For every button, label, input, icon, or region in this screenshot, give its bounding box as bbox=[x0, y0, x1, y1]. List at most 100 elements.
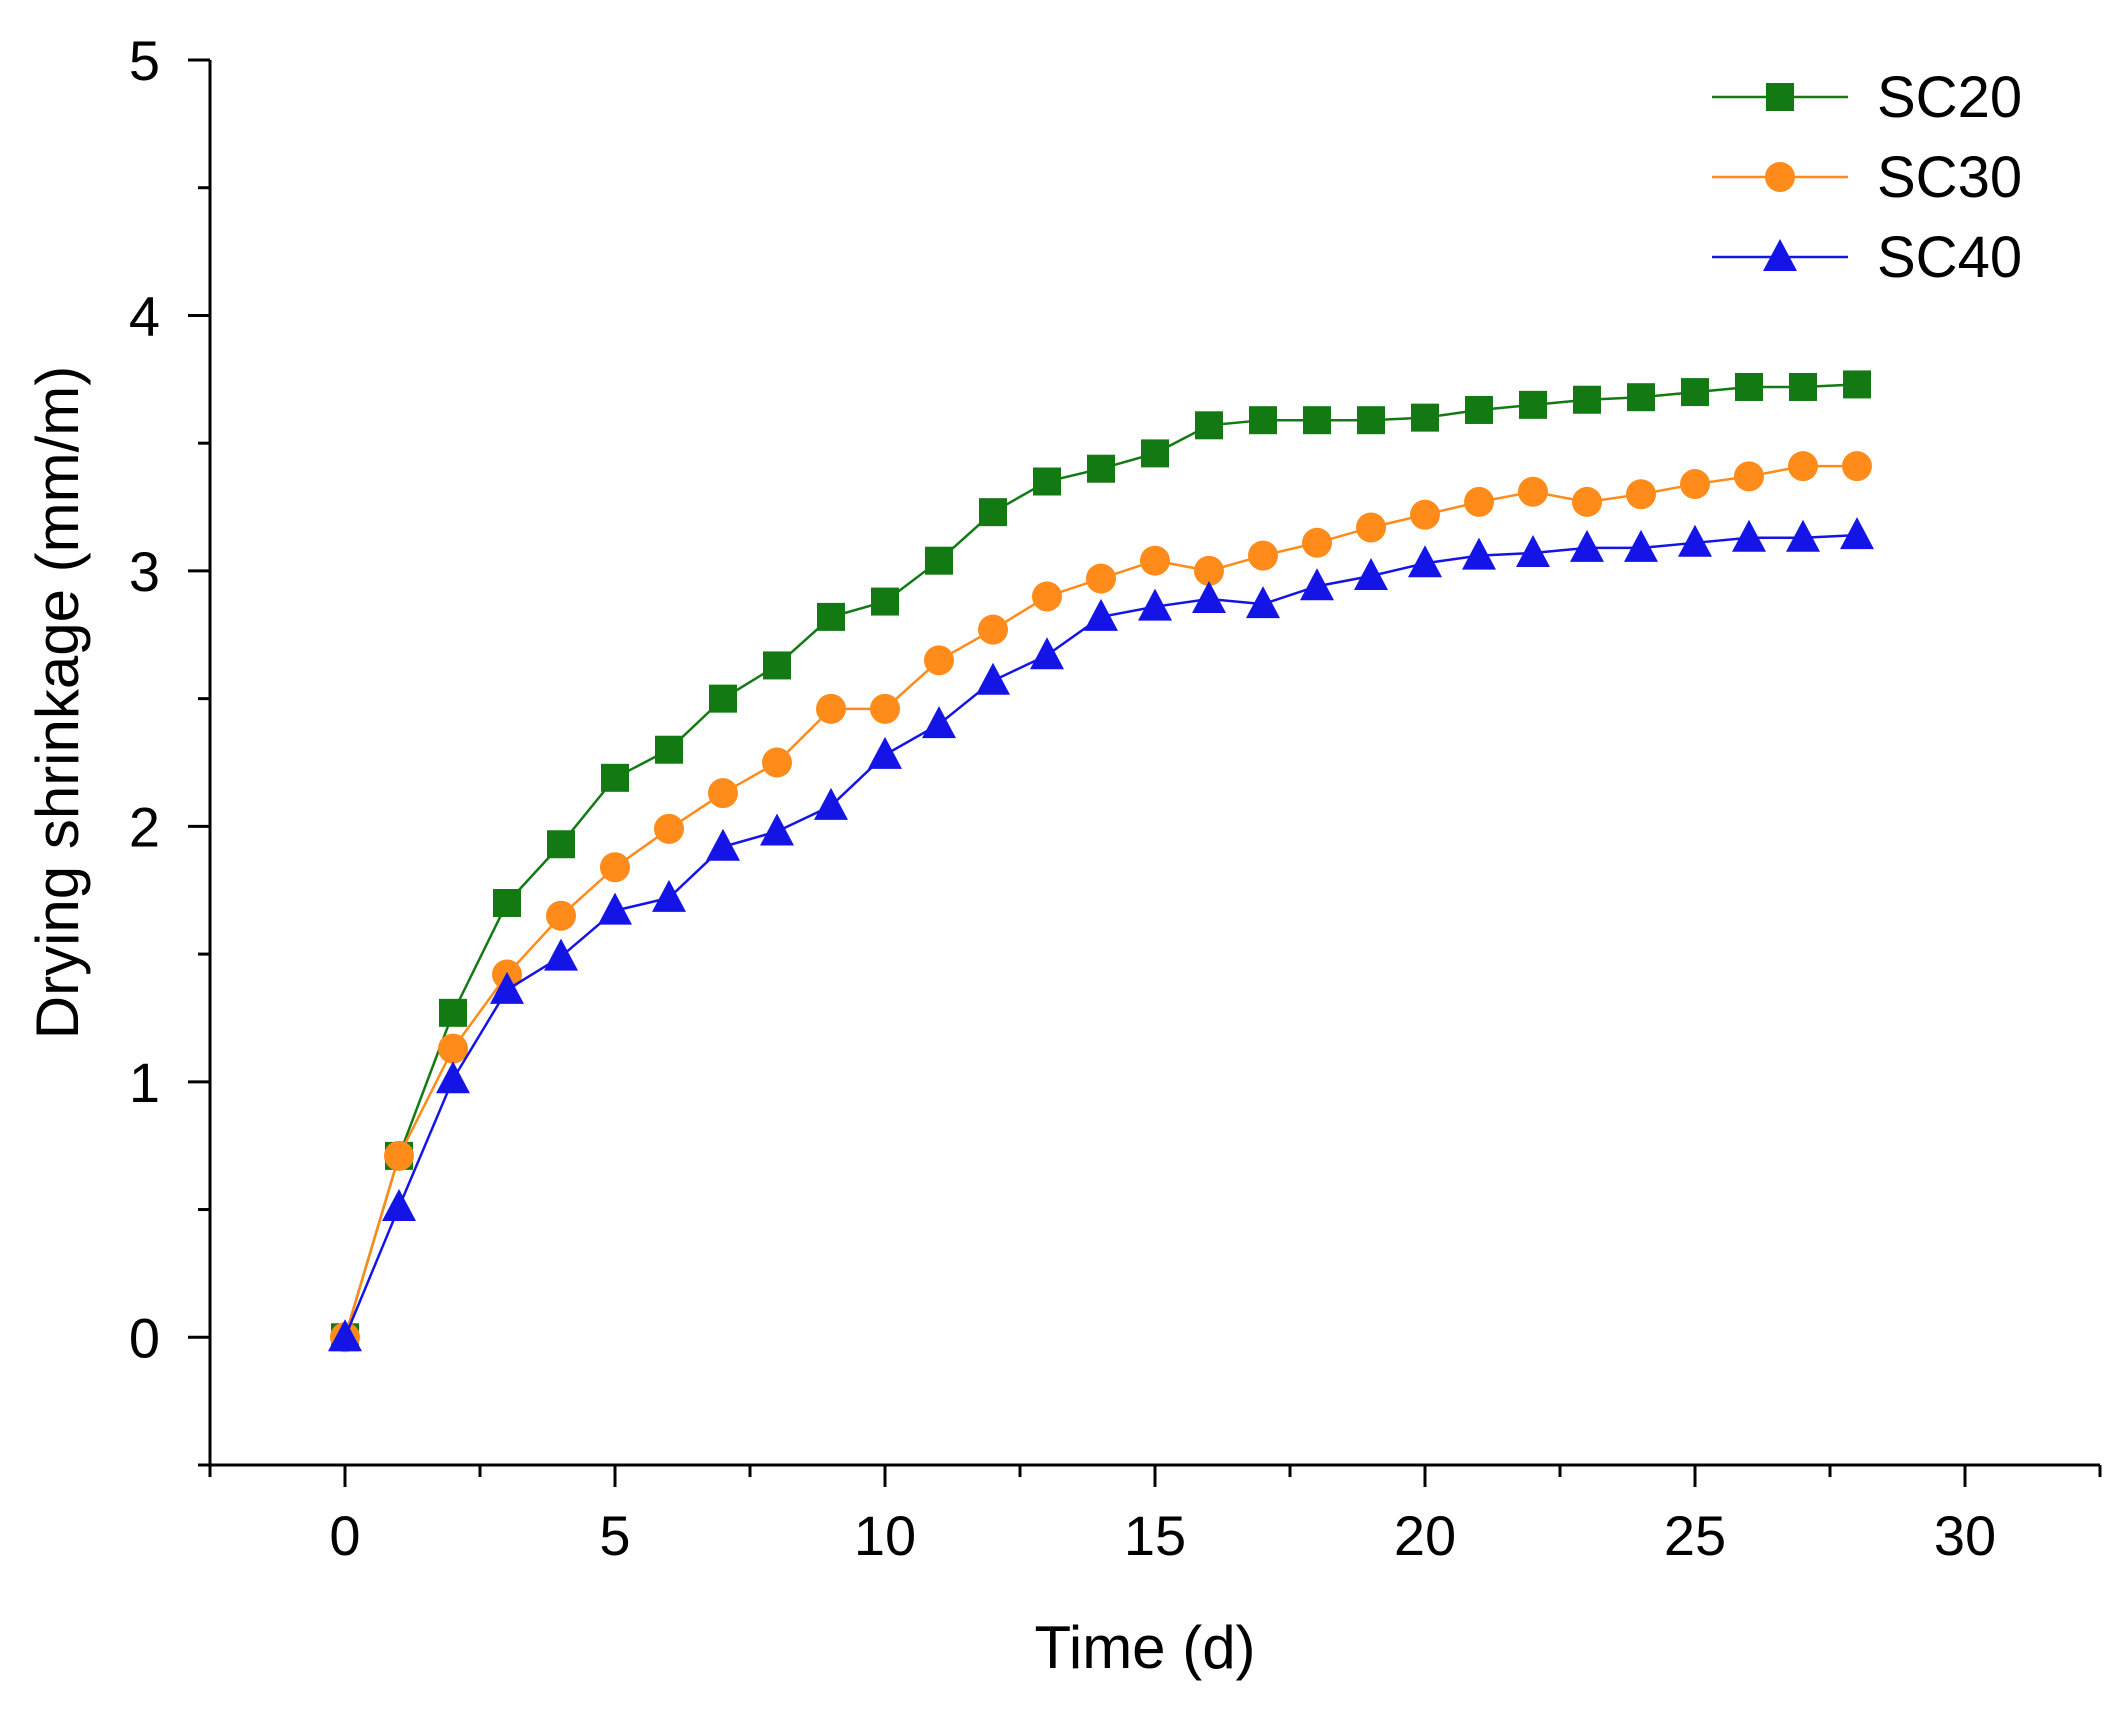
data-point-sc40 bbox=[1192, 581, 1226, 614]
data-point-sc30 bbox=[978, 614, 1008, 645]
data-point-sc40 bbox=[922, 706, 956, 739]
legend-entry-sc30: SC30 bbox=[1712, 145, 2022, 210]
y-tick-label: 3 bbox=[129, 540, 160, 603]
data-point-sc30 bbox=[1140, 545, 1170, 576]
data-point-sc40 bbox=[652, 879, 686, 912]
x-tick-label: 25 bbox=[1664, 1504, 1726, 1567]
data-point-sc40 bbox=[1570, 529, 1604, 562]
data-point-sc20 bbox=[1789, 372, 1817, 401]
data-point-sc30 bbox=[1464, 486, 1494, 517]
data-point-sc30 bbox=[708, 778, 738, 809]
data-point-sc20 bbox=[493, 889, 521, 917]
data-point-sc30 bbox=[1842, 451, 1872, 482]
legend-marker-sc30 bbox=[1765, 162, 1795, 192]
legend-entry-sc20: SC20 bbox=[1712, 65, 2022, 130]
data-point-sc30 bbox=[1734, 461, 1764, 492]
data-point-sc30 bbox=[816, 693, 846, 724]
x-tick-label: 0 bbox=[329, 1504, 360, 1567]
data-point-sc20 bbox=[925, 546, 953, 575]
data-point-sc40 bbox=[1786, 519, 1820, 552]
data-point-sc20 bbox=[763, 651, 791, 680]
data-point-sc20 bbox=[1249, 406, 1277, 435]
data-point-sc30 bbox=[438, 1033, 468, 1064]
data-point-sc30 bbox=[1626, 479, 1656, 510]
data-point-sc20 bbox=[1843, 370, 1871, 399]
data-point-sc30 bbox=[1788, 451, 1818, 482]
data-point-sc30 bbox=[1518, 476, 1548, 507]
data-point-sc20 bbox=[1303, 406, 1331, 435]
data-point-sc30 bbox=[600, 852, 630, 883]
data-point-sc20 bbox=[979, 498, 1007, 527]
data-point-sc40 bbox=[1246, 586, 1280, 619]
data-point-sc30 bbox=[1680, 469, 1710, 500]
y-tick-label: 0 bbox=[129, 1306, 160, 1369]
data-point-sc30 bbox=[1410, 499, 1440, 530]
data-point-sc40 bbox=[1084, 598, 1118, 631]
data-point-sc20 bbox=[1573, 385, 1601, 414]
data-point-sc20 bbox=[1141, 439, 1169, 468]
series-sc20 bbox=[331, 370, 1871, 1352]
x-tick-label: 15 bbox=[1124, 1504, 1186, 1567]
legend: SC20 SC30 SC40 bbox=[1712, 65, 2022, 290]
data-point-sc20 bbox=[439, 998, 467, 1027]
data-point-sc40 bbox=[1138, 588, 1172, 621]
legend-entry-sc40: SC40 bbox=[1712, 225, 2022, 290]
data-point-sc40 bbox=[760, 813, 794, 846]
data-point-sc40 bbox=[1678, 524, 1712, 557]
data-point-sc40 bbox=[976, 662, 1010, 695]
legend-marker-sc20 bbox=[1766, 83, 1794, 111]
series-line-sc40 bbox=[343, 533, 1858, 1338]
data-point-sc30 bbox=[1302, 527, 1332, 558]
data-point-sc20 bbox=[1195, 411, 1223, 440]
axes: 0 1 2 3 4 5 0 5 10 15 20 25 30 bbox=[129, 29, 2102, 1567]
x-axis-title: Time (d) bbox=[1034, 1614, 1255, 1681]
data-point-sc40 bbox=[814, 787, 848, 820]
data-point-sc30 bbox=[1194, 555, 1224, 586]
data-point-sc30 bbox=[1572, 486, 1602, 517]
legend-label-sc40: SC40 bbox=[1877, 225, 2022, 290]
y-tick-label: 2 bbox=[129, 795, 160, 858]
series-line-sc20 bbox=[343, 383, 1858, 1338]
data-point-sc30 bbox=[654, 813, 684, 844]
y-tick-label: 1 bbox=[129, 1051, 160, 1114]
data-point-sc30 bbox=[1032, 581, 1062, 612]
legend-marker-sc40 bbox=[1763, 239, 1797, 271]
data-point-sc20 bbox=[1465, 395, 1493, 424]
legend-label-sc30: SC30 bbox=[1877, 145, 2022, 210]
x-tick-label: 10 bbox=[854, 1504, 916, 1567]
data-point-sc40 bbox=[868, 736, 902, 769]
data-point-sc20 bbox=[709, 684, 737, 713]
data-point-sc40 bbox=[544, 938, 578, 971]
data-point-sc40 bbox=[436, 1061, 470, 1094]
data-point-sc40 bbox=[1030, 637, 1064, 670]
data-point-sc30 bbox=[870, 693, 900, 724]
data-point-sc40 bbox=[706, 828, 740, 861]
data-point-sc20 bbox=[1735, 372, 1763, 401]
data-point-sc40 bbox=[382, 1188, 416, 1221]
data-point-sc40 bbox=[1462, 537, 1496, 570]
legend-label-sc20: SC20 bbox=[1877, 65, 2022, 130]
data-point-sc20 bbox=[1087, 454, 1115, 483]
y-tick-label: 5 bbox=[129, 29, 160, 92]
data-point-sc30 bbox=[384, 1140, 414, 1171]
x-tick-label: 30 bbox=[1934, 1504, 1996, 1567]
data-point-sc30 bbox=[762, 747, 792, 778]
data-point-sc40 bbox=[328, 1319, 362, 1352]
y-tick-label: 4 bbox=[129, 284, 160, 347]
data-point-sc20 bbox=[547, 830, 575, 859]
data-point-sc30 bbox=[1356, 512, 1386, 543]
data-point-sc40 bbox=[1354, 558, 1388, 591]
data-point-sc40 bbox=[1840, 517, 1874, 550]
data-point-sc20 bbox=[1519, 390, 1547, 419]
data-point-sc20 bbox=[655, 735, 683, 764]
data-point-sc40 bbox=[1300, 568, 1334, 601]
data-point-sc20 bbox=[1681, 378, 1709, 407]
data-point-sc40 bbox=[1408, 545, 1442, 578]
series-sc40 bbox=[328, 517, 1874, 1352]
series-sc30 bbox=[330, 451, 1872, 1353]
x-tick-label: 5 bbox=[599, 1504, 630, 1567]
data-point-sc30 bbox=[1248, 540, 1278, 571]
data-point-sc20 bbox=[871, 587, 899, 616]
data-point-sc40 bbox=[1732, 519, 1766, 552]
